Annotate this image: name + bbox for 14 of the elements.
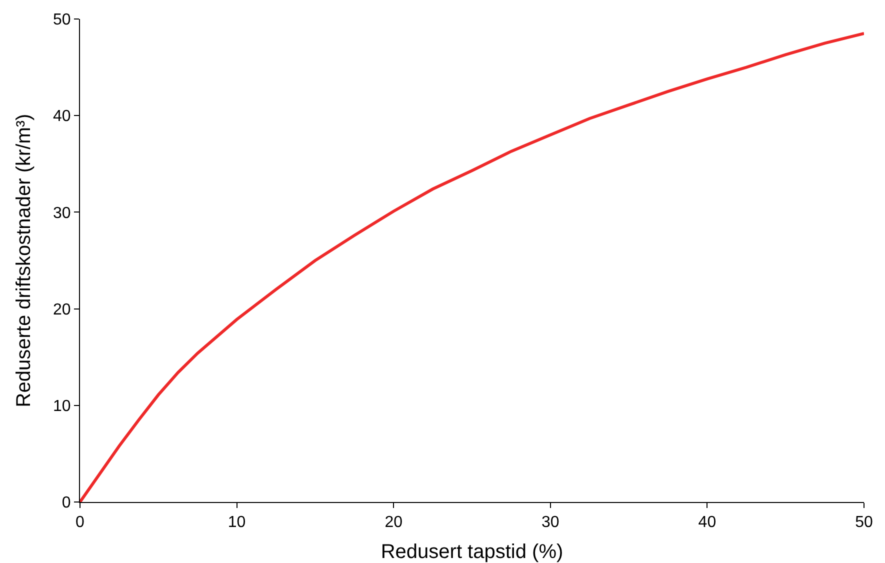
- x-axis-title: Redusert tapstid (%): [380, 541, 564, 563]
- y-tick-label: 30: [53, 204, 71, 222]
- x-tick-label: 10: [228, 514, 246, 532]
- y-tick-label: 20: [53, 301, 71, 318]
- x-tick-label: 50: [855, 514, 873, 532]
- x-tick-label: 0: [76, 514, 85, 532]
- x-tick-label: 40: [698, 514, 716, 532]
- y-tick-label: 50: [53, 12, 71, 29]
- x-tick-label: 30: [542, 514, 560, 532]
- x-tick-label: 20: [384, 514, 403, 532]
- y-axis-title: Reduserte driftskostnader (kr/m³): [13, 114, 35, 408]
- y-tick-label: 10: [53, 398, 71, 415]
- y-tick-label: 0: [62, 494, 71, 512]
- y-tick-label: 40: [53, 108, 71, 126]
